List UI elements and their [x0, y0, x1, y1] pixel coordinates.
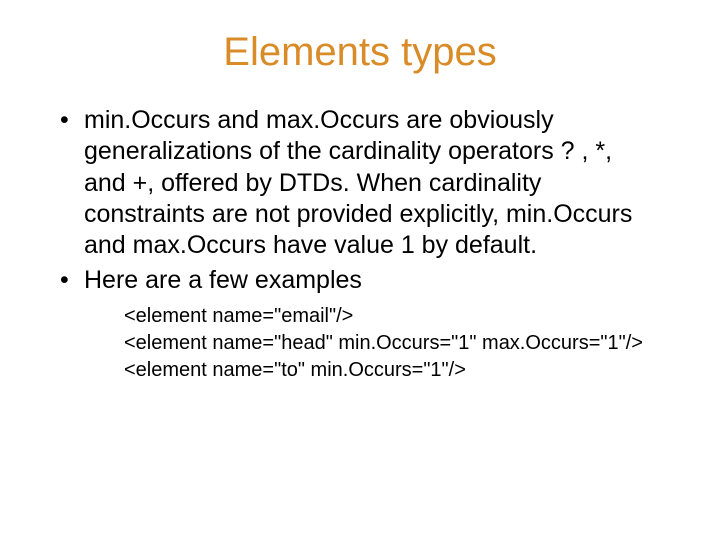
code-examples: <element name="email"/> <element name="h… [40, 303, 680, 384]
bullet-item: min.Occurs and max.Occurs are obviously … [60, 105, 660, 261]
slide: Elements types min.Occurs and max.Occurs… [0, 0, 720, 540]
code-line: <element name="email"/> [124, 303, 680, 330]
slide-title: Elements types [40, 30, 680, 75]
bullet-item: Here are a few examples [60, 265, 660, 296]
code-line: <element name="to" min.Occurs="1"/> [124, 357, 680, 384]
bullet-list: min.Occurs and max.Occurs are obviously … [40, 105, 680, 297]
code-line: <element name="head" min.Occurs="1" max.… [124, 330, 680, 357]
